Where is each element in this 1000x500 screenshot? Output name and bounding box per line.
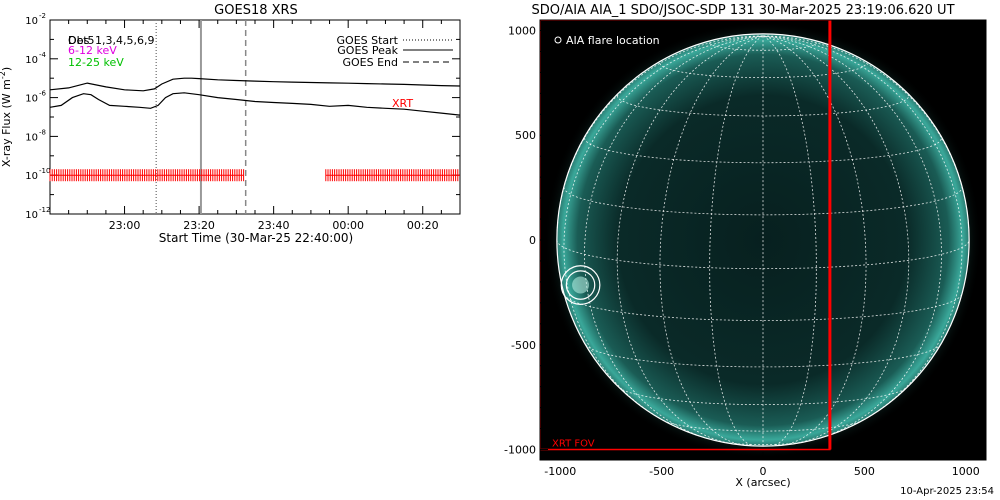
x-tick-label: 23:00 — [109, 219, 141, 232]
goes-series-group — [49, 77, 461, 116]
flare-bright-region — [572, 276, 590, 294]
heliographic-grid — [556, 33, 970, 447]
grid-latitude-line — [618, 387, 908, 405]
aia-x-axis-label: X (arcsec) — [735, 476, 790, 489]
y-tick-label: 10 — [25, 171, 38, 182]
grid-longitude-line — [616, 35, 764, 445]
solar-disk — [556, 33, 970, 447]
x-tick-label: 23:20 — [183, 219, 215, 232]
y-tick-exponent: -6 — [39, 90, 47, 98]
grid-latitude-line — [585, 344, 941, 368]
goes-legend: GOES Start GOES Peak GOES End — [337, 34, 453, 69]
aia-x-tick-label: -1000 — [544, 465, 576, 478]
aia-image-area: XRT FOV AIA flare location — [540, 20, 986, 460]
y-tick-label: 10 — [25, 55, 38, 66]
y-tick-exponent: -2 — [39, 12, 46, 20]
y-label-close: ) — [0, 67, 13, 71]
grid-longitude-line — [659, 35, 764, 446]
y-tick-label: 10 — [25, 16, 38, 27]
aia-y-tick-label: -500 — [511, 339, 536, 352]
grid-longitude-line — [584, 35, 764, 439]
y-tick-label: 10 — [25, 132, 38, 143]
xrt-label: XRT — [392, 97, 413, 110]
flare-location-inner-circle — [565, 270, 596, 300]
legend-goes-end-label: GOES End — [342, 56, 398, 69]
channel-label-6-12kev: 6-12 keV — [68, 44, 117, 57]
grid-longitude-line — [762, 35, 910, 445]
y-tick-exponent: -10 — [39, 167, 50, 175]
y-tick-label: 10 — [25, 210, 38, 221]
y-tick-label: 10 — [25, 94, 38, 105]
aia-legend-text: AIA flare location — [566, 34, 660, 47]
channel-label-obs: Obs — [68, 34, 90, 47]
goes-series-short — [49, 92, 461, 116]
aia-title: SDO/AIA AIA_1 SDO/JSOC-SDP 131 30-Mar-20… — [531, 3, 954, 18]
legend-goes-peak-label: GOES Peak — [337, 44, 398, 57]
x-tick-label: 00:00 — [332, 219, 364, 232]
flare-location-outer-circle — [560, 265, 601, 305]
y-tick-exponent: -12 — [39, 206, 50, 214]
xrt-coverage-group — [49, 169, 460, 182]
x-tick-label: 23:40 — [258, 219, 290, 232]
aia-x-tick-label: 500 — [854, 465, 875, 478]
aia-overlays: XRT FOV — [540, 20, 832, 451]
channel-label-det: Det5 — [68, 34, 95, 47]
y-tick-exponent: -8 — [39, 128, 46, 136]
grid-latitude-line — [563, 187, 963, 216]
goes-title: GOES18 XRS — [214, 3, 298, 18]
aia-x-tick-label: -500 — [649, 465, 674, 478]
aia-y-tick-label: 500 — [515, 129, 536, 142]
solar-limb — [556, 33, 970, 447]
grid-longitude-line — [762, 35, 817, 447]
aia-x-tick-label: 1000 — [952, 465, 980, 478]
grid-latitude-line — [563, 294, 963, 321]
aia-y-tick-label: 1000 — [508, 24, 536, 37]
legend-goes-start-label: GOES Start — [337, 34, 399, 47]
y-label-sup: -2 — [0, 71, 7, 79]
grid-latitude-line — [663, 420, 863, 432]
aia-y-tick-label: -1000 — [504, 444, 536, 457]
channel-label-dets: 1,3,4,5,6,9 — [95, 34, 154, 47]
channel-label-12-25kev: 12-25 keV — [68, 56, 124, 69]
grid-latitude-line — [616, 95, 910, 117]
goes-event-lines — [155, 20, 247, 214]
y-tick-exponent: -4 — [39, 51, 47, 59]
goes-series-long — [49, 77, 461, 92]
xrt-fov-label: XRT FOV — [552, 439, 595, 450]
aia-x-tick-label: 0 — [760, 465, 767, 478]
aia-axes: -1000 -500 0 500 1000 -1000 -500 0 500 1000 — [504, 24, 980, 478]
goes-y-axis-label: X-ray Flux (W m-2) — [0, 67, 13, 167]
goes-x-axis-label: Start Time (30-Mar-25 22:40:00) — [159, 231, 353, 245]
grid-longitude-line — [709, 35, 764, 447]
legend-circle-icon — [554, 36, 562, 44]
footer-timestamp: 10-Apr-2025 23:54 — [900, 486, 994, 497]
aia-y-tick-label: 0 — [529, 234, 536, 247]
grid-latitude-line — [709, 42, 817, 51]
x-tick-label: 00:20 — [407, 219, 439, 232]
grid-longitude-line — [762, 35, 942, 439]
